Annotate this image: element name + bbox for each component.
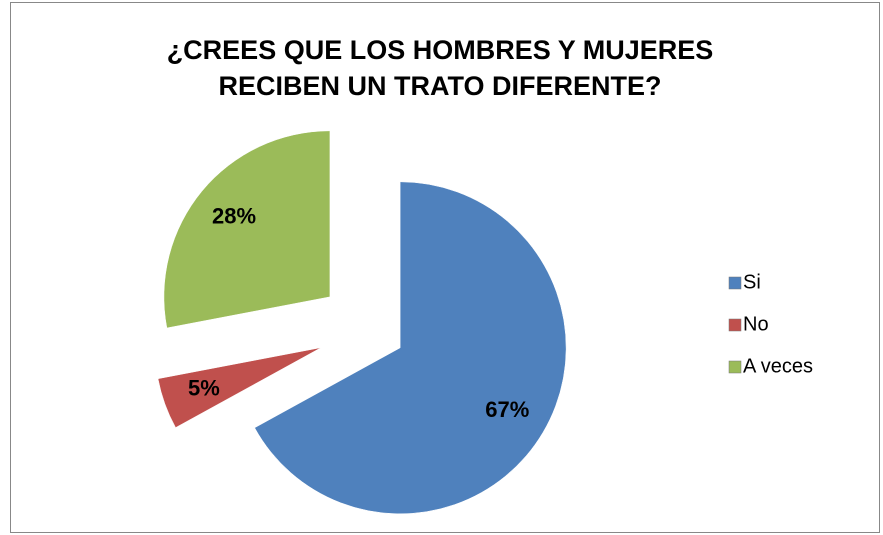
- chart-title: ¿CREES QUE LOS HOMBRES Y MUJERES RECIBEN…: [166, 35, 714, 101]
- data-label: 28%: [212, 203, 256, 228]
- data-label: 5%: [188, 376, 220, 401]
- chart-frame: [10, 2, 880, 533]
- legend-label: Si: [743, 271, 761, 293]
- pie-slice: [157, 347, 322, 428]
- legend-marker: [728, 276, 742, 290]
- legend-label: No: [743, 313, 769, 335]
- pie-slice: [163, 130, 331, 329]
- data-label: 67%: [485, 397, 529, 422]
- legend-marker: [728, 360, 742, 374]
- legend-marker: [728, 318, 742, 332]
- pie-slice: [254, 181, 567, 515]
- legend-label: A veces: [743, 355, 813, 377]
